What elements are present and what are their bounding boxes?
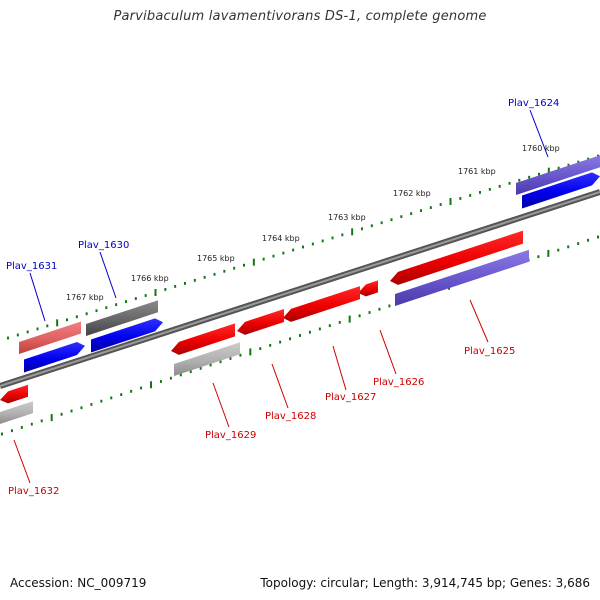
- gene-label-plav-1624[interactable]: Plav_1624: [508, 98, 559, 109]
- gene-plav-1630[interactable]: [91, 318, 163, 353]
- gene-label-plav-1629[interactable]: Plav_1629: [205, 430, 256, 441]
- gene-label-plav-1628[interactable]: Plav_1628: [265, 411, 316, 422]
- gene-label-plav-1631[interactable]: Plav_1631: [6, 261, 57, 272]
- leader-plav-1632: [13, 439, 31, 484]
- leader-plav-1629: [212, 382, 230, 428]
- scale-label: 1767 kbp: [66, 293, 104, 302]
- gene-label-plav-1632[interactable]: Plav_1632: [8, 486, 59, 497]
- scale-label: 1766 kbp: [131, 274, 169, 283]
- gene-label-plav-1627[interactable]: Plav_1627: [325, 392, 376, 403]
- gene-plav-1629[interactable]: [171, 323, 235, 355]
- scale-label: 1762 kbp: [393, 189, 431, 198]
- accession-text: Accession: NC_009719: [10, 576, 147, 590]
- scale-label: 1760 kbp: [522, 144, 560, 153]
- leader-plav-1624: [529, 109, 549, 158]
- backbone-line-inner: [0, 191, 600, 387]
- scale-label: 1763 kbp: [328, 213, 366, 222]
- gene-plav-1624-cog[interactable]: [516, 155, 600, 195]
- leader-plav-1631: [29, 272, 46, 322]
- gene-label-plav-1630[interactable]: Plav_1630: [78, 240, 129, 251]
- scale-label: 1765 kbp: [197, 254, 235, 263]
- gene-plav-1624[interactable]: [522, 172, 600, 209]
- gene-features: [0, 155, 600, 424]
- gene-plav-1627[interactable]: [283, 286, 360, 322]
- gene-label-plav-1625[interactable]: Plav_1625: [464, 346, 515, 357]
- scale-label: 1764 kbp: [262, 234, 300, 243]
- leader-plav-1626: [379, 329, 397, 375]
- gene-plav-1625[interactable]: [390, 230, 523, 285]
- map-title: Parvibaculum lavamentivorans DS-1, compl…: [113, 9, 487, 24]
- genome-backbone: [0, 189, 600, 389]
- scale-labels: 1760 kbp 1761 kbp 1762 kbp 1763 kbp 1764 kbp…: [66, 144, 560, 302]
- gene-leader-lines: [13, 109, 549, 484]
- gene-plav-1632[interactable]: [0, 384, 28, 404]
- leader-plav-1630: [99, 251, 117, 299]
- gene-labels: Plav_1624 Plav_1625 Plav_1626 Plav_1627 Plav…: [6, 98, 559, 497]
- gene-plav-1632-cog[interactable]: [0, 401, 33, 424]
- leader-plav-1627: [332, 345, 347, 391]
- topology-summary: Topology: circular; Length: 3,914,745 bp…: [260, 576, 590, 590]
- gene-plav-1631-cog[interactable]: [19, 321, 81, 354]
- gene-label-plav-1626[interactable]: Plav_1626: [373, 377, 424, 388]
- gene-plav-1626[interactable]: [358, 280, 378, 297]
- gene-plav-1625-cog[interactable]: [395, 249, 529, 306]
- scale-label: 1761 kbp: [458, 167, 496, 176]
- gene-plav-1631[interactable]: [24, 342, 85, 373]
- leader-plav-1625: [469, 299, 489, 343]
- gene-plav-1629-cog[interactable]: [174, 342, 240, 376]
- gene-plav-1630-cog[interactable]: [86, 300, 158, 336]
- gene-plav-1628[interactable]: [237, 308, 284, 335]
- leader-plav-1628: [271, 363, 289, 409]
